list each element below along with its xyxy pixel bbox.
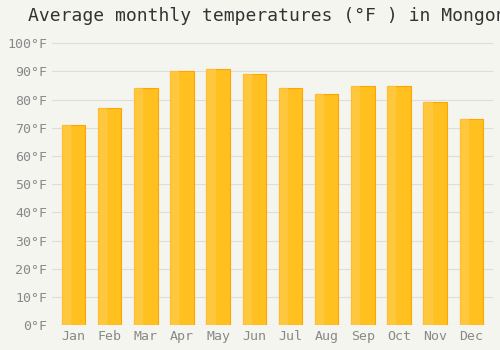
Bar: [315, 94, 338, 325]
Bar: [62, 125, 70, 325]
Bar: [242, 74, 251, 325]
Bar: [279, 89, 287, 325]
Bar: [98, 108, 106, 325]
Bar: [388, 86, 396, 325]
Bar: [242, 74, 266, 325]
Bar: [460, 119, 483, 325]
Bar: [351, 86, 360, 325]
Bar: [206, 69, 214, 325]
Bar: [315, 94, 323, 325]
Bar: [388, 86, 411, 325]
Bar: [206, 69, 230, 325]
Bar: [351, 86, 374, 325]
Bar: [170, 71, 194, 325]
Bar: [279, 89, 302, 325]
Bar: [424, 103, 432, 325]
Bar: [134, 89, 158, 325]
Bar: [170, 71, 178, 325]
Bar: [98, 108, 122, 325]
Bar: [134, 89, 142, 325]
Bar: [424, 103, 447, 325]
Bar: [62, 125, 86, 325]
Bar: [460, 119, 468, 325]
Title: Average monthly temperatures (°F ) in Mongonu: Average monthly temperatures (°F ) in Mo…: [28, 7, 500, 25]
